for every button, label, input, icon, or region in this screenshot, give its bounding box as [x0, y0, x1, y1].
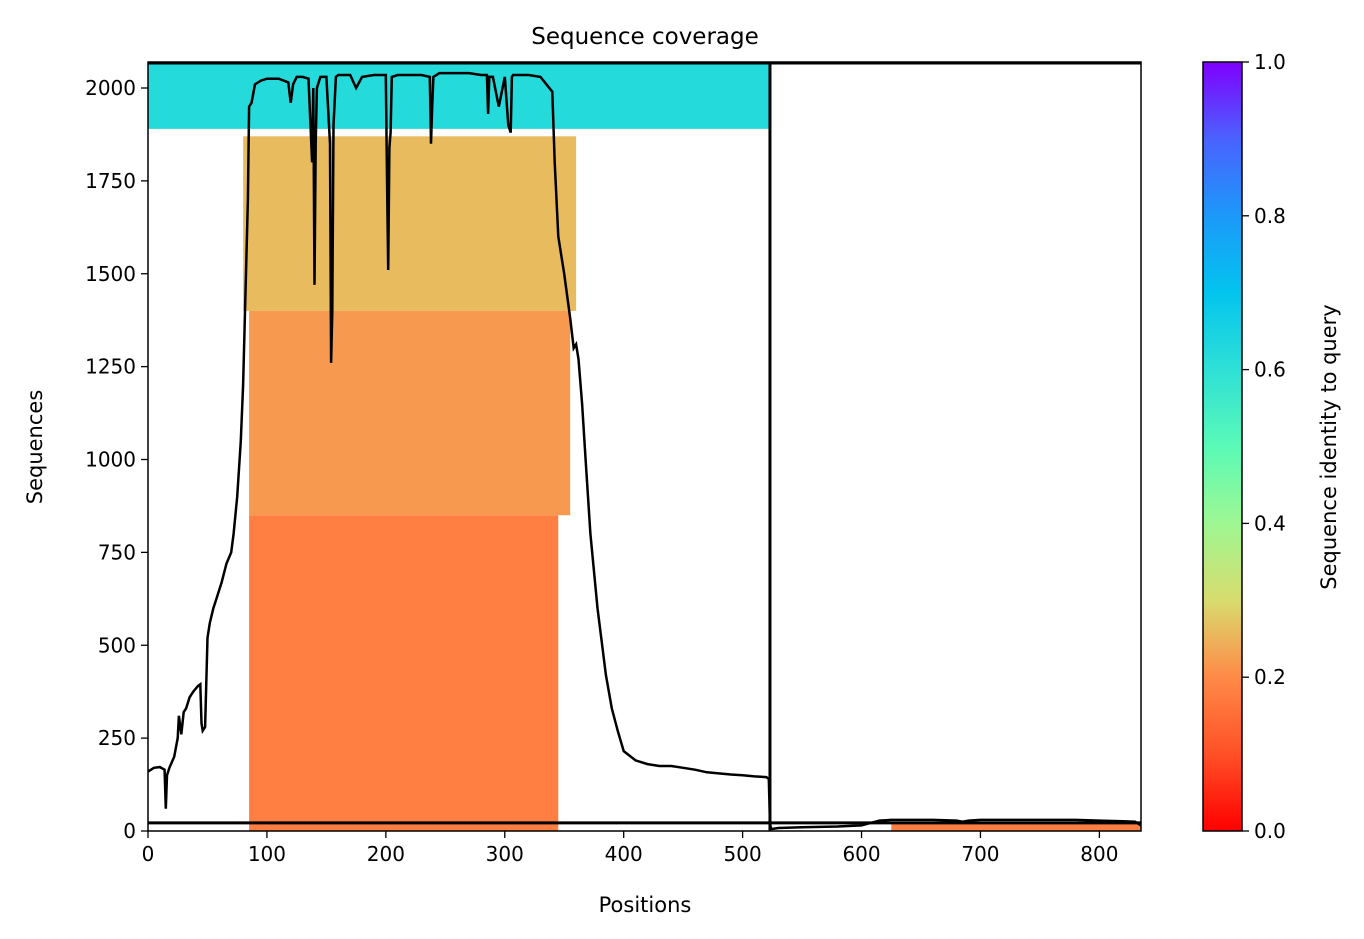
overlay-lines — [148, 62, 1141, 831]
y-tick-label: 750 — [98, 540, 136, 564]
coverage-block — [891, 822, 1141, 831]
x-tick-label: 300 — [486, 842, 524, 866]
y-tick-label: 0 — [123, 819, 136, 843]
x-tick-label: 600 — [842, 842, 880, 866]
colorbar-label: Sequence identity to query — [1317, 304, 1341, 589]
x-tick-label: 400 — [605, 842, 643, 866]
y-tick-label: 1750 — [85, 169, 136, 193]
x-tick-label: 700 — [961, 842, 999, 866]
colorbar-ticks: 0.0 0.2 0.4 0.6 0.8 1.0 — [1242, 50, 1286, 843]
x-tick-label: 0 — [142, 842, 155, 866]
plot-frame — [147, 61, 1142, 832]
y-tick-label: 250 — [98, 726, 136, 750]
y-tick-marks: 0 250 500 750 1000 1250 1500 1750 2000 — [85, 76, 148, 843]
coverage-block — [249, 515, 559, 831]
chart-title: Sequence coverage — [531, 24, 759, 50]
x-tick-label: 200 — [367, 842, 405, 866]
coverage-block — [249, 310, 571, 516]
y-tick-label: 500 — [98, 633, 136, 657]
x-axis-label: Positions — [599, 893, 692, 917]
coverage-block — [243, 136, 577, 311]
y-axis-label: Sequences — [23, 390, 47, 505]
y-tick-label: 2000 — [85, 76, 136, 100]
colorbar-tick-label: 0.6 — [1254, 358, 1286, 382]
colorbar-tick-label: 0.4 — [1254, 511, 1286, 535]
y-tick-label: 1000 — [85, 448, 136, 472]
colorbar-tick-label: 0.8 — [1254, 204, 1286, 228]
colorbar — [1202, 61, 1243, 832]
x-tick-label: 800 — [1080, 842, 1118, 866]
y-tick-label: 1500 — [85, 262, 136, 286]
coverage-heatmap — [148, 62, 1141, 831]
colorbar-tick-label: 1.0 — [1254, 50, 1286, 74]
x-tick-label: 100 — [248, 842, 286, 866]
x-tick-marks: 0 100 200 300 400 500 600 700 800 — [142, 831, 1118, 866]
colorbar-tick-label: 0.0 — [1254, 819, 1286, 843]
x-tick-label: 500 — [724, 842, 762, 866]
colorbar-tick-label: 0.2 — [1254, 665, 1286, 689]
y-tick-label: 1250 — [85, 355, 136, 379]
coverage-line — [148, 71, 1141, 831]
